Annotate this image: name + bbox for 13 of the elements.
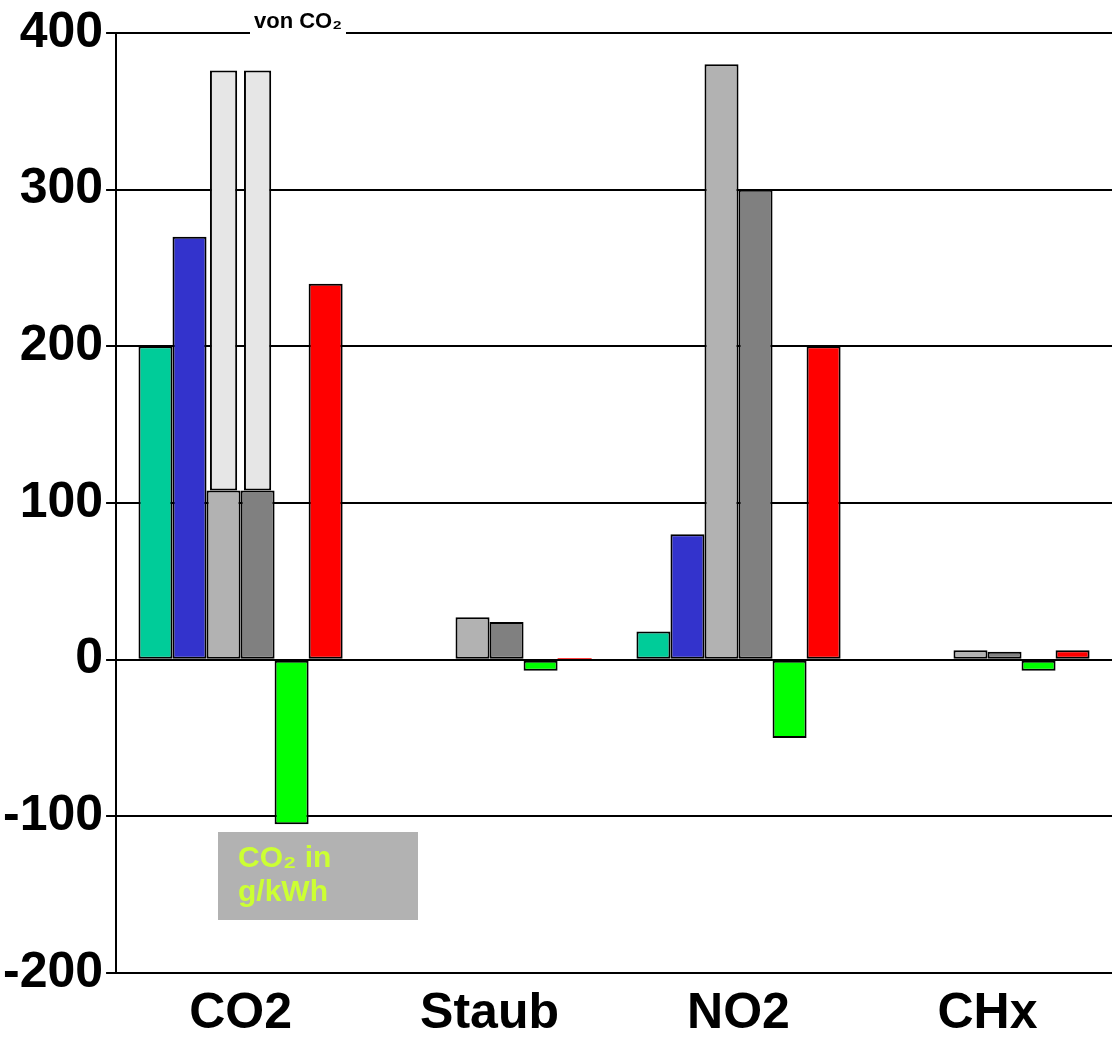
y-tick-label: 100 [19,471,104,528]
x-tick-label: Staub [420,982,559,1039]
y-tick-label: 0 [75,628,104,685]
y-tick-label: -200 [3,941,104,998]
text: von CO₂ [250,8,346,34]
y-tick-label: -100 [3,785,104,842]
note-box: CO₂ in g/kWh [218,832,418,920]
y-tick-label: 200 [19,315,104,372]
x-tick-label: CHx [937,982,1038,1039]
x-tick-label: NO2 [687,982,790,1039]
y-tick-label: 400 [19,1,104,58]
x-tick-label: CO2 [189,982,292,1039]
y-tick-label: 300 [19,158,104,215]
